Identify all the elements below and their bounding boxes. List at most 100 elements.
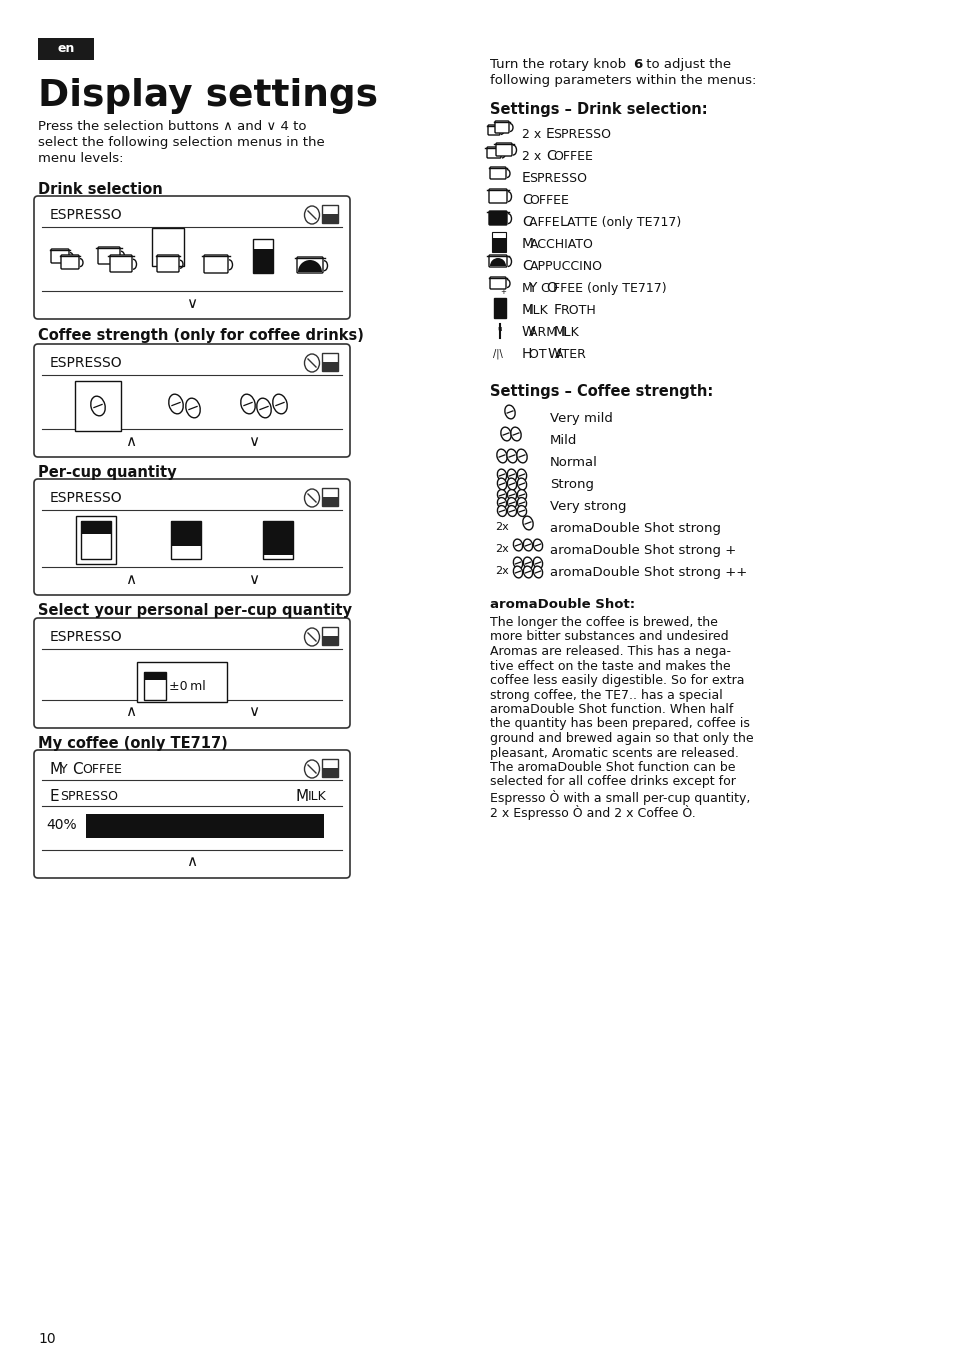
Text: Settings – Drink selection:: Settings – Drink selection:	[490, 102, 707, 116]
Text: The aromaDouble Shot function can be: The aromaDouble Shot function can be	[490, 761, 735, 774]
Text: 10: 10	[38, 1332, 55, 1346]
Text: Y: Y	[60, 764, 71, 776]
Text: ∨: ∨	[248, 704, 259, 719]
Text: SPRESSO: SPRESSO	[553, 129, 611, 141]
Bar	[322, 768, 337, 777]
Ellipse shape	[273, 394, 287, 414]
Text: aromaDouble Shot function. When half: aromaDouble Shot function. When half	[490, 703, 733, 716]
Wedge shape	[297, 260, 322, 272]
Text: FFEE (only TE717): FFEE (only TE717)	[553, 282, 666, 295]
FancyBboxPatch shape	[490, 278, 505, 288]
Ellipse shape	[497, 497, 506, 509]
Text: 2 x: 2 x	[521, 129, 545, 141]
Bar	[322, 362, 337, 371]
Text: E: E	[521, 171, 530, 185]
Ellipse shape	[256, 398, 271, 418]
Ellipse shape	[304, 489, 319, 506]
Ellipse shape	[517, 490, 526, 501]
FancyBboxPatch shape	[486, 148, 500, 158]
Text: Settings – Coffee strength:: Settings – Coffee strength:	[490, 385, 713, 399]
Text: Select your personal per-cup quantity: Select your personal per-cup quantity	[38, 603, 352, 617]
Bar	[152, 227, 184, 265]
Bar	[322, 627, 337, 645]
Ellipse shape	[517, 478, 526, 490]
Ellipse shape	[506, 450, 517, 463]
Text: ESPRESSO: ESPRESSO	[50, 209, 123, 222]
Ellipse shape	[517, 468, 526, 481]
Bar	[144, 672, 166, 681]
Bar	[144, 672, 166, 700]
Text: SPRESSO: SPRESSO	[529, 172, 587, 185]
Text: aromaDouble Shot strong: aromaDouble Shot strong	[550, 523, 720, 535]
Text: OFFEE: OFFEE	[529, 194, 569, 207]
Bar	[76, 516, 116, 565]
Bar	[81, 521, 111, 559]
Ellipse shape	[533, 539, 542, 551]
Text: ROTH: ROTH	[560, 305, 597, 317]
Text: en: en	[57, 42, 74, 56]
Ellipse shape	[533, 556, 542, 569]
Text: 2 x: 2 x	[521, 150, 545, 162]
Ellipse shape	[517, 505, 526, 516]
Bar	[253, 240, 273, 249]
Bar	[322, 353, 337, 371]
FancyBboxPatch shape	[488, 125, 499, 135]
Text: Per-cup quantity: Per-cup quantity	[38, 464, 176, 481]
FancyBboxPatch shape	[204, 255, 228, 274]
Bar	[263, 521, 293, 559]
FancyBboxPatch shape	[296, 257, 323, 274]
Bar	[263, 521, 293, 555]
Ellipse shape	[497, 450, 507, 463]
Text: 2 x Espresso Ò and 2 x Coffee Ò.: 2 x Espresso Ò and 2 x Coffee Ò.	[490, 804, 695, 819]
Text: C: C	[545, 149, 556, 162]
Ellipse shape	[533, 566, 542, 578]
Text: Aromas are released. This has a nega-: Aromas are released. This has a nega-	[490, 645, 730, 658]
Bar	[86, 814, 324, 838]
Ellipse shape	[523, 556, 532, 569]
Text: u: u	[497, 324, 501, 329]
Text: ESPRESSO: ESPRESSO	[50, 356, 123, 370]
FancyBboxPatch shape	[495, 121, 509, 133]
Bar	[492, 232, 505, 252]
Text: C: C	[71, 762, 83, 777]
Bar	[322, 214, 337, 223]
Ellipse shape	[523, 539, 532, 551]
Ellipse shape	[507, 490, 516, 501]
Text: strong coffee, the TE7.. has a special: strong coffee, the TE7.. has a special	[490, 688, 722, 701]
Ellipse shape	[186, 398, 200, 418]
Ellipse shape	[304, 628, 319, 646]
Bar	[494, 298, 505, 318]
Bar	[81, 521, 111, 535]
Text: coffee less easily digestible. So for extra: coffee less easily digestible. So for ex…	[490, 674, 743, 686]
FancyBboxPatch shape	[489, 255, 506, 267]
FancyBboxPatch shape	[34, 479, 350, 594]
Text: the quantity has been prepared, coffee is: the quantity has been prepared, coffee i…	[490, 718, 749, 731]
Text: Normal: Normal	[550, 456, 598, 468]
FancyBboxPatch shape	[110, 255, 132, 272]
Ellipse shape	[497, 505, 506, 516]
Ellipse shape	[513, 539, 522, 551]
Text: aromaDouble Shot:: aromaDouble Shot:	[490, 598, 635, 611]
Bar	[171, 521, 201, 546]
Text: following parameters within the menus:: following parameters within the menus:	[490, 74, 756, 87]
Text: more bitter substances and undesired: more bitter substances and undesired	[490, 631, 728, 643]
Text: H: H	[521, 347, 532, 362]
Text: W: W	[547, 347, 560, 362]
Ellipse shape	[522, 516, 533, 529]
Ellipse shape	[500, 427, 511, 441]
Text: ∧: ∧	[125, 704, 136, 719]
Text: W: W	[521, 325, 536, 338]
Text: ARM: ARM	[529, 326, 561, 338]
Ellipse shape	[510, 427, 520, 441]
Text: ground and brewed again so that only the: ground and brewed again so that only the	[490, 733, 753, 745]
FancyBboxPatch shape	[489, 211, 506, 225]
FancyBboxPatch shape	[496, 144, 512, 156]
Bar	[38, 38, 94, 60]
Text: 40%: 40%	[46, 818, 76, 831]
Text: M: M	[521, 282, 532, 295]
Text: M: M	[521, 237, 534, 250]
Ellipse shape	[517, 497, 526, 509]
Ellipse shape	[169, 394, 183, 414]
Ellipse shape	[507, 478, 517, 490]
Text: ∧: ∧	[186, 854, 197, 869]
